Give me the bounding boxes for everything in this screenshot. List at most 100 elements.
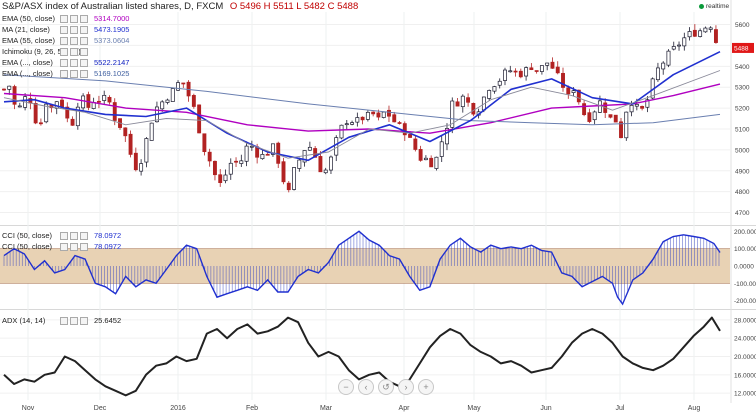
candle-body (249, 145, 254, 148)
scroll-right-icon[interactable]: › (398, 379, 414, 395)
price-y-tick-label: 5300 (735, 85, 750, 92)
legend-row[interactable]: EMA (..., close) 5169.1025 (2, 69, 129, 79)
settings-icon[interactable] (70, 48, 78, 57)
overlay-line (3, 83, 721, 134)
x-tick-label: Nov (22, 405, 35, 412)
candle-body (339, 124, 344, 139)
candle-body (350, 122, 355, 125)
adx-y-tick-label: 24.0000 (734, 336, 756, 343)
candle-body (334, 137, 339, 156)
eye-icon[interactable] (60, 70, 68, 79)
candle-body (65, 106, 70, 119)
adx-y-tick-label: 28.0000 (734, 317, 756, 324)
zoom-reset-icon[interactable]: ↺ (378, 379, 394, 395)
candle-body (671, 46, 676, 50)
candle-body (176, 82, 180, 91)
legend-row[interactable]: EMA (..., close) 5522.2147 (2, 58, 129, 68)
legend-row[interactable]: EMA (55, close) 5373.0604 (2, 36, 129, 46)
candle-body (576, 89, 581, 103)
candle-body (170, 88, 175, 102)
legend-row[interactable]: ADX (14, 14) 25.6452 (2, 316, 121, 326)
candle-body (566, 87, 571, 95)
legend-row[interactable]: CCI (50, close) 78.0972 (2, 242, 121, 252)
close-icon[interactable] (80, 232, 88, 241)
candle-body (508, 70, 513, 73)
close-icon[interactable] (80, 26, 88, 35)
overlay-line (3, 70, 721, 159)
scroll-left-icon[interactable]: ‹ (358, 379, 374, 395)
settings-icon[interactable] (70, 232, 78, 241)
pane-separator (0, 309, 756, 310)
candle-body (703, 27, 708, 33)
legend-name: MA (21, close) (2, 25, 50, 34)
eye-icon[interactable] (60, 232, 68, 241)
settings-icon[interactable] (70, 317, 78, 326)
close-icon[interactable] (80, 59, 88, 68)
candle-body (144, 138, 149, 163)
eye-icon[interactable] (60, 243, 68, 252)
settings-icon[interactable] (70, 26, 78, 35)
candle-body (434, 156, 439, 169)
legend-name: CCI (50, close) (2, 231, 53, 240)
close-icon[interactable] (80, 243, 88, 252)
legend-name: EMA (55, close) (2, 36, 55, 45)
candle-body (181, 82, 186, 85)
eye-icon[interactable] (60, 48, 68, 57)
legend-row[interactable]: MA (21, close) 5473.1905 (2, 25, 129, 35)
price-y-tick-label: 5000 (735, 147, 750, 154)
legend-name: CCI (50, close) (2, 242, 53, 251)
candle-body (592, 111, 597, 121)
candle-body (692, 29, 697, 37)
candle-body (655, 67, 660, 81)
adx-y-tick-label: 20.0000 (734, 354, 756, 361)
chart-title-text: S&P/ASX index of Australian listed share… (2, 1, 224, 12)
cci-y-tick-label: 0.0000 (734, 264, 754, 271)
zoom-in-icon[interactable]: + (418, 379, 434, 395)
eye-icon[interactable] (60, 59, 68, 68)
candle-body (107, 96, 112, 103)
candle-body (234, 160, 238, 163)
candle-body (587, 112, 592, 122)
candle-body (81, 95, 86, 109)
candle-body (677, 44, 681, 47)
candle-body (708, 27, 713, 30)
settings-icon[interactable] (70, 15, 78, 24)
candle-body (7, 85, 12, 90)
settings-icon[interactable] (70, 37, 78, 46)
legend-row[interactable]: EMA (50, close) 5314.7000 (2, 14, 129, 24)
close-icon[interactable] (80, 317, 88, 326)
x-tick-label: 2016 (170, 405, 186, 412)
chart-title: S&P/ASX index of Australian listed share… (2, 1, 358, 12)
candle-body (239, 160, 244, 164)
close-icon[interactable] (80, 48, 88, 57)
candle-body (12, 86, 17, 105)
eye-icon[interactable] (60, 26, 68, 35)
settings-icon[interactable] (70, 243, 78, 252)
legend-row[interactable]: Ichimoku (9, 26, 52, 26) (2, 47, 94, 57)
candle-body (376, 112, 381, 118)
candle-body (466, 97, 471, 103)
candle-body (408, 134, 413, 138)
candle-body (33, 103, 38, 124)
close-icon[interactable] (80, 37, 88, 46)
candle-body (645, 99, 650, 108)
settings-icon[interactable] (70, 70, 78, 79)
candle-body (60, 99, 64, 108)
eye-icon[interactable] (60, 15, 68, 24)
zoom-out-icon[interactable]: − (338, 379, 354, 395)
close-icon[interactable] (80, 70, 88, 79)
candle-body (634, 103, 639, 107)
realtime-dot-icon (699, 3, 704, 9)
eye-icon[interactable] (60, 317, 68, 326)
candle-body (292, 167, 297, 190)
candle-body (608, 114, 613, 118)
candle-body (228, 162, 233, 175)
candle-body (286, 182, 291, 191)
ohlc-readout: O 5496 H 5511 L 5482 C 5488 (229, 1, 359, 12)
close-icon[interactable] (80, 15, 88, 24)
legend-row[interactable]: CCI (50, close) 78.0972 (2, 231, 121, 241)
eye-icon[interactable] (60, 37, 68, 46)
candle-body (318, 156, 323, 173)
settings-icon[interactable] (70, 59, 78, 68)
